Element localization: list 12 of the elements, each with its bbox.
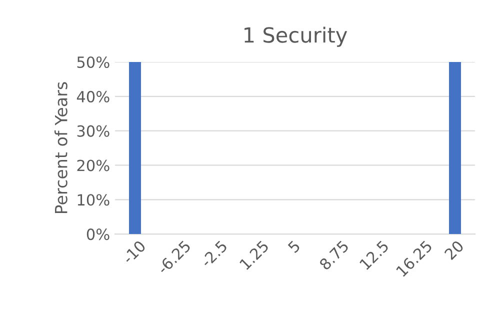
y-tick-label: 30% [77, 125, 110, 137]
x-tick-label: -10 [122, 240, 146, 264]
x-tick-label: 20 [444, 240, 464, 260]
y-axis-title: Percent of Years [54, 82, 68, 214]
y-tick-label: 10% [78, 194, 110, 206]
chart-title: 1 Security [244, 26, 348, 47]
y-tick-label: 40% [76, 90, 110, 102]
x-tick-label: 5 [288, 240, 301, 254]
y-tick-label: 0% [86, 228, 110, 240]
y-tick-label: 50% [77, 56, 110, 68]
y-tick-label: 20% [77, 160, 110, 172]
x-tick-label: -2.5 [200, 240, 228, 268]
